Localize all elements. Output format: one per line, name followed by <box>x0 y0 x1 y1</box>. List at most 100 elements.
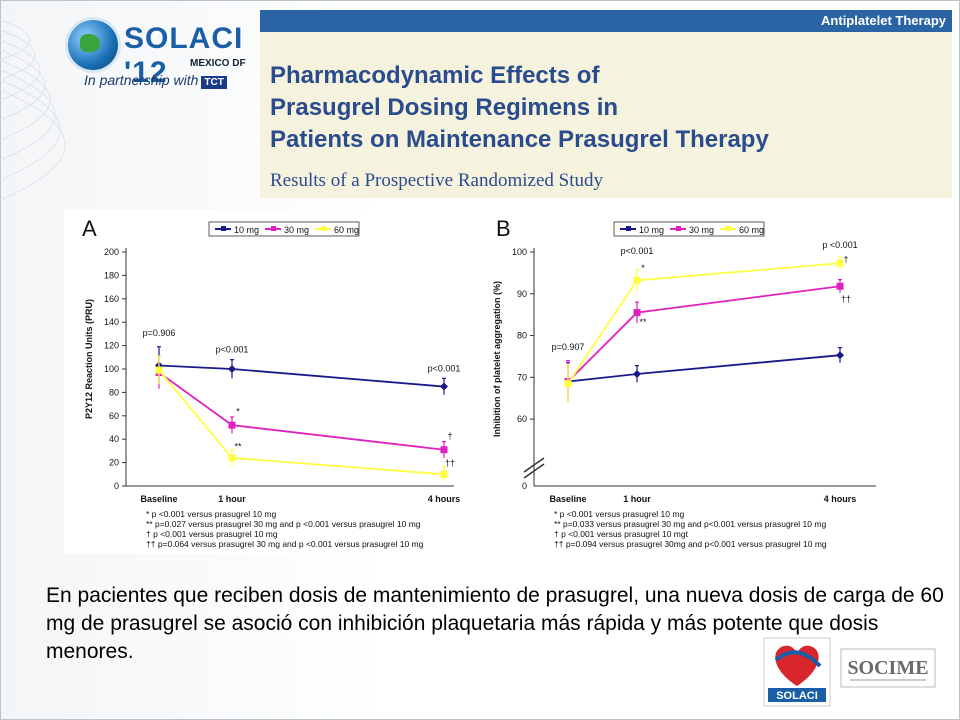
chart-a-annotation-2: p<0.001 <box>428 363 461 373</box>
solaci-footer-logo: SOLACI <box>763 637 831 707</box>
chart-b-y-tick-label-3: 90 <box>517 289 527 299</box>
chart-b-legend-label-1: 30 mg <box>689 225 714 235</box>
chart-a-series-0-point-2 <box>440 382 448 391</box>
chart-a-legend-box <box>208 221 360 237</box>
chart-b-series-line-2 <box>567 262 841 385</box>
chart-b-series-1-point-2 <box>836 282 844 290</box>
chart-b-series-2-point-1 <box>633 276 641 284</box>
chart-a-y-tick-label-9: 180 <box>104 270 119 280</box>
brand-subtitle: MEXICO DF <box>190 58 246 69</box>
section-tag: Antiplatelet Therapy <box>821 13 946 28</box>
background-decoration <box>0 19 66 200</box>
chart-a-y-tick-label-6: 120 <box>104 341 119 351</box>
chart-b-footnote-1: ** p=0.033 versus prasugrel 30 mg and p<… <box>554 519 826 529</box>
chart-panel: A 10 mg 30 mg 60 mg 0 20 40 60 80 100 120 140 160 180… <box>64 210 896 554</box>
chart-b-footnote-3: †† p=0.094 versus prasugrel 30mg and p<0… <box>554 539 827 549</box>
chart-b-y-tick-label-0: 60 <box>517 414 527 424</box>
chart-b-annotation-3: * <box>641 263 645 273</box>
chart-b-annotation-5: † <box>843 254 848 264</box>
chart-b-series-0-point-2 <box>836 351 844 360</box>
chart-a-legend-marker-1 <box>271 226 276 231</box>
chart-a-y-tick-label-10: 200 <box>104 247 119 257</box>
chart-a-x-tick-label-1: 1 hour <box>218 494 246 504</box>
chart-a-footnote-0: * p <0.001 versus prasugrel 10 mg <box>146 509 276 519</box>
chart-a-legend-label-2: 60 mg <box>334 225 359 235</box>
globe-icon <box>68 20 118 70</box>
chart-a-series-1-point-1 <box>228 421 236 429</box>
chart-a-series-2-point-0 <box>155 366 163 374</box>
chart-b-y-tick-label-1: 70 <box>517 372 527 382</box>
chart-a-annotation-0: p=0.906 <box>143 328 176 338</box>
chart-b-y-tick-zero: 0 <box>522 481 527 491</box>
chart-b-y-tick-label-4: 100 <box>512 247 527 257</box>
chart-b-legend-marker-0 <box>626 226 631 231</box>
chart-b-axis-break-2 <box>523 463 545 479</box>
chart-a-y-tick-label-1: 20 <box>109 458 119 468</box>
chart-b-legend-box <box>613 221 765 237</box>
chart-a-series-0-point-1 <box>228 365 236 373</box>
chart-a-x-tick-label-2: 4 hours <box>428 494 461 504</box>
chart-a-y-tick-label-4: 80 <box>109 387 119 397</box>
socime-logo-text: SOCIME <box>847 657 928 679</box>
title-line-3: Patients on Maintenance Prasugrel Therap… <box>270 126 769 153</box>
chart-a-legend-label-1: 30 mg <box>284 225 309 235</box>
chart-b-legend-marker-2 <box>726 226 731 231</box>
chart-a-x-tick-label-0: Baseline <box>140 494 177 504</box>
chart-a-series-2-point-1 <box>228 454 236 462</box>
chart-b-x-tick-label-1: 1 hour <box>623 494 651 504</box>
chart-a-annotation-6: †† <box>445 458 455 468</box>
chart-b-legend-label-2: 60 mg <box>739 225 764 235</box>
chart-a-panel-label: A <box>82 216 97 241</box>
conclusion-text: En pacientes que reciben dosis de manten… <box>46 584 944 663</box>
paper-title: Pharmacodynamic Effects of Prasugrel Dos… <box>270 60 769 156</box>
chart-a-annotation-5: † <box>447 431 452 441</box>
chart-b-annotation-4: ** <box>639 317 647 327</box>
chart-a-legend-label-0: 10 mg <box>234 225 259 235</box>
chart-a-legend-marker-0 <box>221 226 226 231</box>
title-line-1: Pharmacodynamic Effects of <box>270 62 600 89</box>
chart-a-y-tick-label-2: 40 <box>109 434 119 444</box>
chart-a-legend-marker-2 <box>321 226 326 231</box>
chart-a-footnote-1: ** p=0.027 versus prasugrel 30 mg and p … <box>146 519 421 529</box>
chart-b-series-2-point-0 <box>564 380 572 388</box>
chart-a-series-1-point-2 <box>440 446 448 454</box>
chart-b-annotation-0: p=0.907 <box>552 342 585 352</box>
chart-b-series-1-point-1 <box>633 309 641 317</box>
chart-a-footnote-2: † p <0.001 versus prasugrel 10 mg <box>146 529 278 539</box>
chart-b-series-line-0 <box>567 354 841 383</box>
charts-svg: A 10 mg 30 mg 60 mg 0 20 40 60 80 100 120 140 160 180… <box>82 216 876 549</box>
chart-a-footnote-3: †† p=0.064 versus prasugrel 30 mg and p … <box>146 539 424 549</box>
chart-b-series-2-point-2 <box>836 259 844 267</box>
chart-a-y-tick-label-7: 140 <box>104 317 119 327</box>
title-bar: Antiplatelet Therapy <box>260 10 952 32</box>
chart-a-annotation-1: p<0.001 <box>216 345 249 355</box>
chart-b-legend-marker-1 <box>676 226 681 231</box>
tct-logo: TCT <box>201 76 227 89</box>
chart-b-panel-label: B <box>496 216 511 241</box>
chart-a-series-line-1 <box>158 371 445 451</box>
chart-b-footnote-2: † p <0.001 versus prasugrel 10 mgt <box>554 529 689 539</box>
chart-a-y-tick-label-8: 160 <box>104 294 119 304</box>
chart-b-x-tick-label-2: 4 hours <box>824 494 857 504</box>
chart-a-y-tick-label-5: 100 <box>104 364 119 374</box>
chart-a-series-line-2 <box>158 369 445 476</box>
solaci-logo-text: SOLACI <box>776 690 818 702</box>
chart-a-y-tick-label-0: 0 <box>114 481 119 491</box>
chart-a-y-tick-label-3: 60 <box>109 411 119 421</box>
chart-b-series-0-point-1 <box>633 369 641 378</box>
partner-line: In partnership with TCT <box>84 72 227 89</box>
chart-b-annotation-2: p <0.001 <box>822 240 857 250</box>
title-line-2: Prasugrel Dosing Regimens in <box>270 94 619 121</box>
chart-b-axis-break-1 <box>523 457 545 473</box>
chart-a-series-2-point-2 <box>440 470 448 478</box>
chart-b-y-tick-label-2: 80 <box>517 331 527 341</box>
socime-footer-logo: SOCIME <box>840 648 936 688</box>
chart-b-x-tick-label-0: Baseline <box>549 494 586 504</box>
solaci-header-logo: SOLACI '12 MEXICO DF In partnership with… <box>60 14 250 94</box>
chart-b-annotation-1: p<0.001 <box>621 246 654 256</box>
paper-subtitle: Results of a Prospective Randomized Stud… <box>270 170 603 191</box>
chart-b-legend-label-0: 10 mg <box>639 225 664 235</box>
title-panel: Antiplatelet Therapy Pharmacodynamic Eff… <box>260 10 952 198</box>
chart-b-footnote-0: * p <0.001 versus prasugrel 10 mg <box>554 509 684 519</box>
chart-b-y-axis-label: Inhibition of platelet aggregation (%) <box>492 281 502 437</box>
